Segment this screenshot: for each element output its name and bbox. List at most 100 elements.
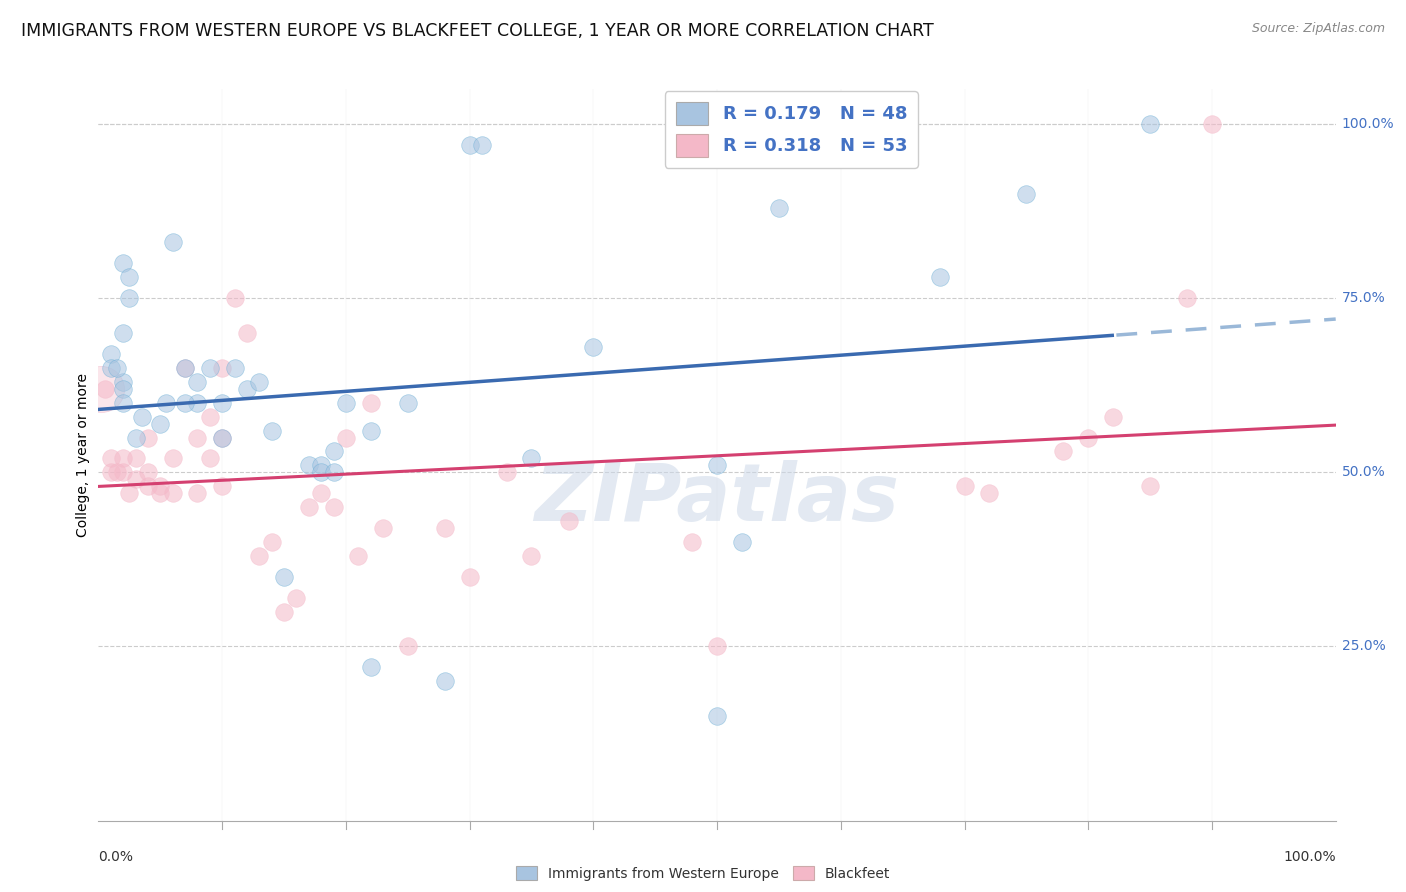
Point xyxy=(433,521,456,535)
Point xyxy=(105,466,128,480)
Point xyxy=(471,137,494,152)
Point xyxy=(458,137,481,152)
Point xyxy=(433,674,456,689)
Point xyxy=(360,395,382,409)
Point xyxy=(149,486,172,500)
Point xyxy=(458,570,481,584)
Point xyxy=(1052,444,1074,458)
Point xyxy=(224,291,246,305)
Point xyxy=(360,424,382,438)
Point xyxy=(236,326,259,340)
Text: 50.0%: 50.0% xyxy=(1341,466,1386,479)
Point xyxy=(136,479,159,493)
Point xyxy=(112,466,135,480)
Point xyxy=(198,451,221,466)
Point xyxy=(100,347,122,361)
Point xyxy=(247,549,270,563)
Point xyxy=(100,451,122,466)
Point xyxy=(1139,117,1161,131)
Point xyxy=(100,466,122,480)
Point xyxy=(396,395,419,409)
Text: ZIPatlas: ZIPatlas xyxy=(534,459,900,538)
Point xyxy=(322,466,344,480)
Y-axis label: College, 1 year or more: College, 1 year or more xyxy=(76,373,90,537)
Point xyxy=(118,486,141,500)
Point xyxy=(582,340,605,354)
Point xyxy=(360,660,382,674)
Text: 0.0%: 0.0% xyxy=(98,850,134,863)
Point xyxy=(557,514,579,528)
Point xyxy=(706,709,728,723)
Point xyxy=(118,270,141,285)
Point xyxy=(118,291,141,305)
Point xyxy=(90,382,112,396)
Point xyxy=(681,535,703,549)
Text: IMMIGRANTS FROM WESTERN EUROPE VS BLACKFEET COLLEGE, 1 YEAR OR MORE CORRELATION : IMMIGRANTS FROM WESTERN EUROPE VS BLACKF… xyxy=(21,22,934,40)
Point xyxy=(211,430,233,444)
Point xyxy=(198,409,221,424)
Point xyxy=(247,375,270,389)
Point xyxy=(273,570,295,584)
Point xyxy=(198,360,221,375)
Point xyxy=(260,535,283,549)
Point xyxy=(309,458,332,473)
Point xyxy=(953,479,976,493)
Text: 100.0%: 100.0% xyxy=(1341,117,1395,131)
Point xyxy=(124,430,146,444)
Legend: R = 0.179   N = 48, R = 0.318   N = 53: R = 0.179 N = 48, R = 0.318 N = 53 xyxy=(665,91,918,168)
Text: Source: ZipAtlas.com: Source: ZipAtlas.com xyxy=(1251,22,1385,36)
Point xyxy=(100,360,122,375)
Point xyxy=(1139,479,1161,493)
Point xyxy=(979,486,1001,500)
Point xyxy=(322,444,344,458)
Point xyxy=(211,395,233,409)
Legend: Immigrants from Western Europe, Blackfeet: Immigrants from Western Europe, Blackfee… xyxy=(512,862,894,885)
Point xyxy=(186,486,208,500)
Point xyxy=(211,430,233,444)
Point xyxy=(335,430,357,444)
Point xyxy=(174,395,197,409)
Text: 100.0%: 100.0% xyxy=(1284,850,1336,863)
Point xyxy=(211,360,233,375)
Point xyxy=(298,458,321,473)
Point xyxy=(112,375,135,389)
Point xyxy=(520,549,543,563)
Point xyxy=(93,382,115,396)
Point xyxy=(162,451,184,466)
Point xyxy=(136,430,159,444)
Point xyxy=(174,360,197,375)
Point xyxy=(706,458,728,473)
Point xyxy=(706,640,728,654)
Point xyxy=(309,486,332,500)
Point xyxy=(309,466,332,480)
Point xyxy=(186,375,208,389)
Point xyxy=(112,451,135,466)
Point xyxy=(131,409,153,424)
Point xyxy=(1175,291,1198,305)
Point xyxy=(124,472,146,486)
Text: 75.0%: 75.0% xyxy=(1341,291,1386,305)
Point xyxy=(298,500,321,515)
Text: 25.0%: 25.0% xyxy=(1341,640,1386,654)
Point xyxy=(155,395,177,409)
Point xyxy=(768,201,790,215)
Point xyxy=(112,326,135,340)
Point xyxy=(162,235,184,250)
Point xyxy=(124,451,146,466)
Point xyxy=(396,640,419,654)
Point xyxy=(149,479,172,493)
Point xyxy=(731,535,754,549)
Point xyxy=(211,479,233,493)
Point xyxy=(322,500,344,515)
Point xyxy=(105,360,128,375)
Point xyxy=(112,395,135,409)
Point xyxy=(136,466,159,480)
Point xyxy=(1201,117,1223,131)
Point xyxy=(273,605,295,619)
Point xyxy=(112,382,135,396)
Point xyxy=(335,395,357,409)
Point xyxy=(224,360,246,375)
Point xyxy=(520,451,543,466)
Point xyxy=(928,270,950,285)
Point xyxy=(371,521,394,535)
